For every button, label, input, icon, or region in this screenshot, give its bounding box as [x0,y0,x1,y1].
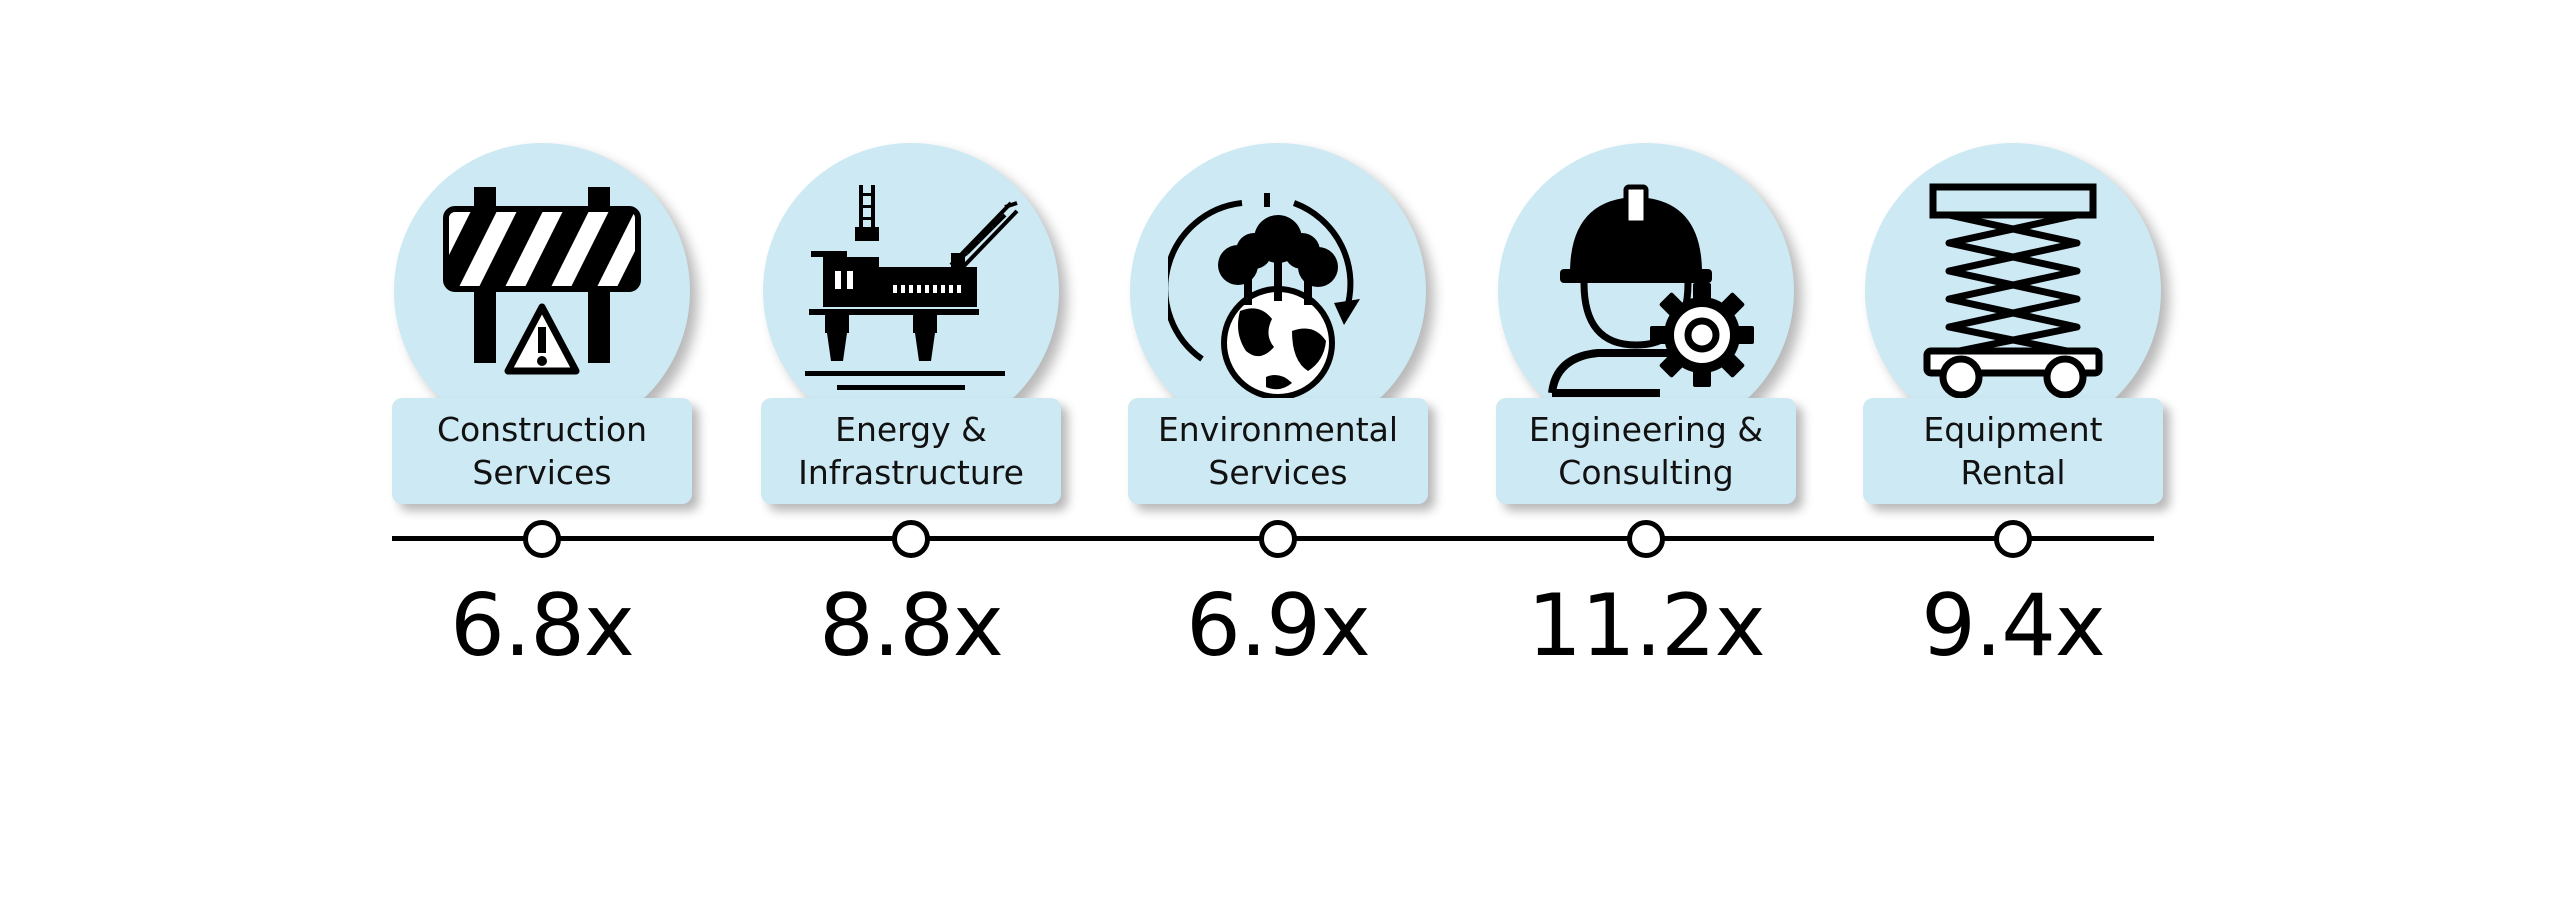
energy-circle [763,143,1059,439]
engineer-gear-icon [1548,184,1754,397]
timeline-node [1627,520,1665,558]
energy-label: Energy & Infrastructure [761,398,1061,504]
timeline-node [1994,520,2032,558]
energy-label-line1: Energy & [835,410,987,449]
engineering-label-line1: Engineering & [1528,410,1764,449]
barricade-warning-icon [443,187,641,375]
construction-label-line2: Services [472,453,612,492]
engineering-label: Engineering & Consulting [1496,398,1796,504]
timeline-node [523,520,561,558]
construction-label-line1: Construction [436,410,648,449]
environmental-label-line2: Services [1208,453,1348,492]
energy-multiple: 8.8x [819,576,1004,676]
environmental-label: Environmental Services [1128,398,1428,504]
energy-label-line2: Infrastructure [798,453,1024,492]
equipment-label: Equipment Rental [1863,398,2163,504]
equipment-circle [1865,143,2161,439]
engineering-multiple: 11.2x [1527,576,1765,676]
earth-trees-cycle-icon [1168,193,1360,400]
construction-circle [394,143,690,439]
equipment-label-line1: Equipment [1923,410,2103,449]
timeline-node [1259,520,1297,558]
environmental-circle [1130,143,1426,439]
equipment-label-line2: Rental [1960,453,2066,492]
scissor-lift-icon [1923,183,2103,399]
construction-multiple: 6.8x [450,576,635,676]
environmental-label-line1: Environmental [1157,410,1399,449]
offshore-oil-platform-icon [805,185,1019,390]
engineering-label-line2: Consulting [1558,453,1734,492]
environmental-multiple: 6.9x [1186,576,1371,676]
equipment-multiple: 9.4x [1921,576,2106,676]
timeline-node [892,520,930,558]
construction-label: Construction Services [392,398,692,504]
engineering-circle [1498,143,1794,439]
